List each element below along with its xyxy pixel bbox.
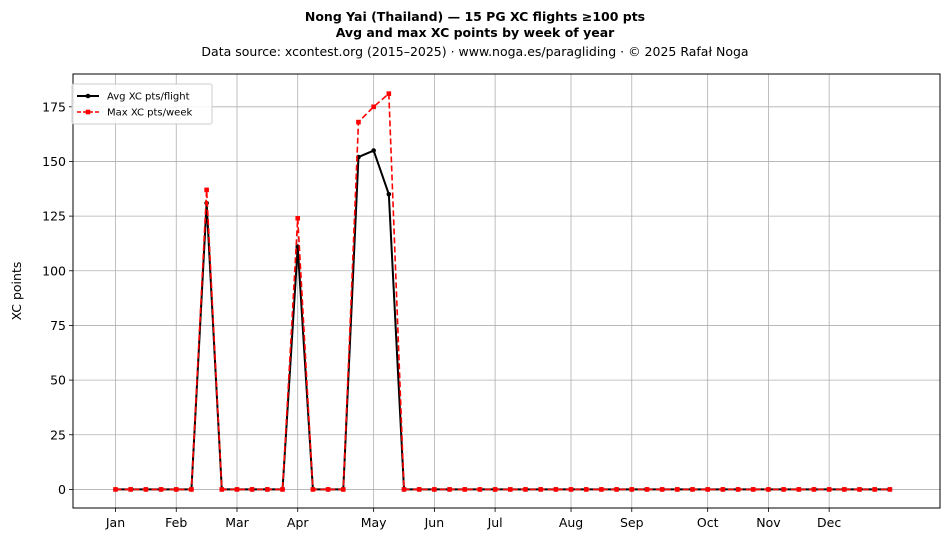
- data-point: [249, 487, 255, 492]
- x-tick-label: Dec: [817, 515, 841, 530]
- chart-source-line: Data source: xcontest.org (2015–2025) · …: [201, 44, 748, 59]
- data-point: [432, 487, 437, 492]
- data-point: [735, 487, 741, 492]
- data-point: [614, 487, 619, 492]
- data-point: [371, 148, 376, 153]
- data-point: [659, 487, 665, 492]
- data-point: [371, 104, 376, 110]
- data-point: [675, 487, 680, 492]
- data-point: [173, 487, 179, 492]
- y-tick-label: 125: [42, 209, 66, 224]
- data-point: [583, 487, 589, 492]
- x-tick-label: Nov: [756, 515, 781, 530]
- data-point: [872, 487, 878, 492]
- data-point: [507, 487, 513, 492]
- x-tick-label: Oct: [697, 515, 719, 530]
- data-point: [386, 91, 392, 96]
- y-tick-label: 25: [50, 427, 66, 442]
- data-point: [781, 487, 786, 492]
- data-point: [204, 187, 209, 193]
- data-point: [295, 216, 301, 221]
- plot-series: [113, 91, 893, 492]
- data-point: [386, 191, 392, 197]
- data-point: [447, 487, 452, 492]
- data-point: [340, 487, 346, 492]
- data-point: [234, 487, 240, 492]
- data-point: [553, 487, 559, 492]
- legend-label: Max XC pts/week: [107, 108, 192, 119]
- data-point: [265, 487, 270, 492]
- data-point: [189, 487, 194, 492]
- x-tick-label: Apr: [287, 515, 309, 530]
- data-point: [325, 487, 331, 492]
- x-tick-label: Mar: [225, 515, 249, 530]
- data-point: [492, 487, 498, 492]
- series-line: [115, 149, 890, 491]
- x-tick-label: Sep: [620, 515, 644, 530]
- data-point: [690, 487, 695, 492]
- data-point: [629, 487, 635, 492]
- x-tick-label: Jun: [424, 515, 445, 530]
- data-point: [887, 487, 893, 492]
- x-tick-label: Aug: [559, 515, 583, 530]
- legend-label: Avg XC pts/flight: [107, 92, 190, 103]
- legend-entries: Avg XC pts/flight Max XC pts/week: [77, 92, 192, 119]
- y-tick-label: 100: [42, 263, 66, 278]
- plot-frame: [72, 73, 941, 509]
- data-point: [401, 487, 407, 492]
- series-avg: [113, 148, 893, 492]
- data-point: [219, 487, 225, 492]
- data-point: [158, 487, 164, 492]
- y-tick-label: 0: [58, 482, 66, 497]
- axes: 0 25 50 75 100 125 150 175 Jan Feb Mar Apr May Jun Jul…: [42, 99, 841, 530]
- grid: [73, 74, 940, 508]
- data-point: [113, 487, 118, 492]
- data-point: [842, 487, 847, 492]
- data-point: [538, 487, 543, 492]
- data-point: [128, 487, 133, 492]
- data-point: [523, 487, 528, 492]
- x-tick-label: Jul: [487, 515, 503, 530]
- data-point: [477, 487, 483, 492]
- data-point: [826, 487, 832, 492]
- data-point: [766, 487, 771, 492]
- x-tick-label: May: [361, 515, 387, 530]
- y-axis-label: XC points: [9, 262, 24, 321]
- data-point: [416, 487, 422, 492]
- legend: Avg XC pts/flight Max XC pts/week: [71, 83, 213, 125]
- y-tick-label: 150: [42, 154, 66, 169]
- data-point: [644, 487, 650, 492]
- legend-marker: [85, 109, 91, 115]
- data-point: [568, 487, 574, 492]
- data-point: [280, 487, 285, 492]
- x-tick-label: Feb: [165, 515, 187, 530]
- data-point: [811, 487, 817, 492]
- data-point: [796, 487, 802, 492]
- chart-title: Nong Yai (Thailand) — 15 PG XC flights ≥…: [305, 9, 645, 24]
- series-line: [115, 92, 890, 491]
- data-point: [143, 487, 149, 492]
- data-point: [462, 487, 468, 492]
- data-point: [720, 487, 726, 492]
- data-point: [750, 487, 756, 492]
- series-max: [113, 91, 893, 492]
- legend-box: [71, 83, 213, 125]
- y-tick-label: 175: [42, 99, 66, 114]
- data-point: [356, 119, 361, 125]
- y-tick-label: 75: [50, 318, 66, 333]
- data-point: [310, 487, 316, 492]
- data-point: [857, 487, 862, 492]
- x-tick-label: Jan: [105, 515, 125, 530]
- legend-marker: [85, 93, 91, 99]
- data-point: [705, 487, 710, 492]
- data-point: [599, 487, 604, 492]
- y-tick-label: 50: [50, 373, 66, 388]
- chart-subtitle: Avg and max XC points by week of year: [336, 25, 615, 40]
